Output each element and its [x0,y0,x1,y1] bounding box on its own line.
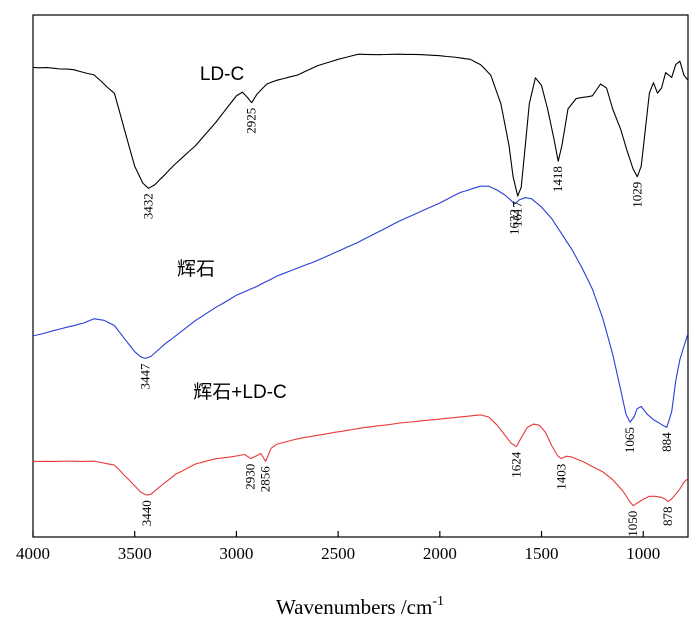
series-label-ld-c: LD-C [200,64,244,85]
x-tick-label: 2000 [423,544,457,563]
plot-frame [32,14,689,538]
x-tick-label: 3000 [219,544,253,563]
peak-label-2930: 2930 [243,464,258,490]
peak-label-1029: 1029 [629,182,644,208]
x-tick-label: 1500 [525,544,559,563]
x-axis: 4000 3500 3000 2500 2000 1500 1000 [16,531,660,563]
peak-label-2856: 2856 [258,466,273,493]
x-axis-title: Wavenumbers /cm-1 [276,594,444,619]
series-label-pyroxene-plus-ld-c: 辉石+LD-C [193,381,286,403]
series-layer [32,53,689,507]
peak-label-1403: 1403 [553,464,568,490]
x-axis-title-text: Wavenumbers /cm [276,595,432,619]
peak-label-3432: 3432 [141,193,156,219]
peak-label-3440: 3440 [139,500,154,526]
peak-label-1065: 1065 [622,427,637,453]
series-label-pyroxene: 辉石 [177,258,215,280]
series-line-pyroxene [32,185,689,428]
peak-label-2925: 2925 [244,108,259,134]
peak-label-3447: 3447 [137,363,152,390]
peak-label-884: 884 [659,432,674,452]
series-line-pyroxene-plus-ld-c [32,414,689,507]
x-tick-label: 3500 [118,544,152,563]
x-tick-label: 2500 [321,544,355,563]
peak-label-1050: 1050 [625,511,640,537]
x-tick-label: 1000 [626,544,660,563]
peak-label-1632: 1632 [507,209,522,235]
x-tick-label: 4000 [16,544,50,563]
series-line-ld-c [32,53,689,197]
peak-label-1624: 1624 [508,451,523,478]
peak-labels: 3432 2925 1617 1418 1029 1632 3447 1065 884 1624 2… [137,108,675,537]
plot-border [32,14,689,538]
x-axis-title-superscript: -1 [432,594,444,609]
peak-label-1418: 1418 [550,166,565,192]
peak-label-878: 878 [660,507,675,527]
peak-label-1617: 1617 [510,201,525,228]
